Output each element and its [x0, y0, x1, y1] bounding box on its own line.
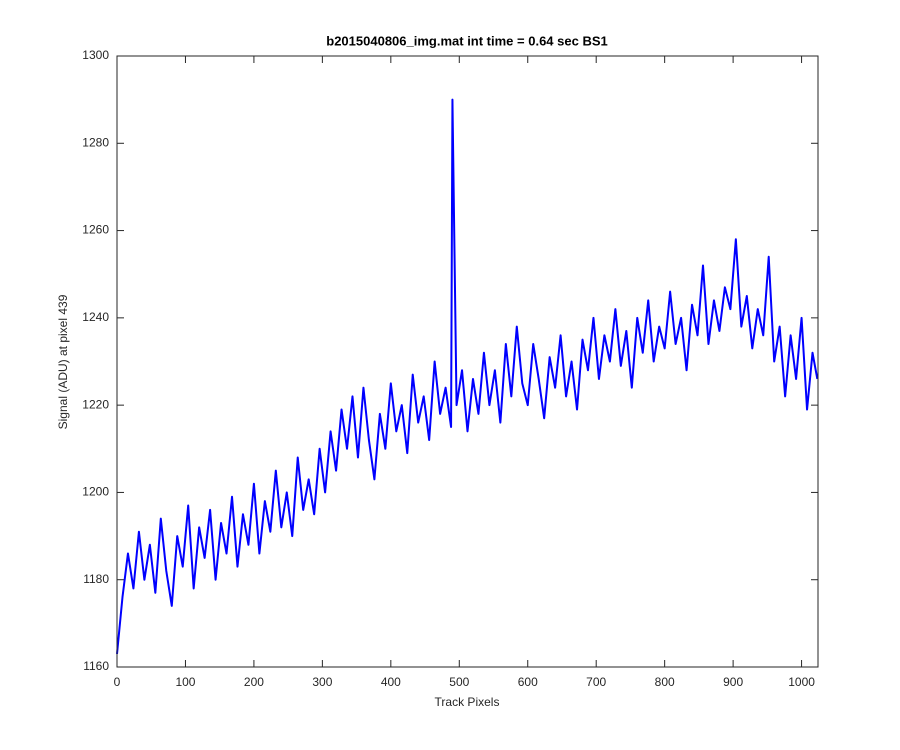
x-tick-label: 300 [312, 675, 332, 689]
x-tick-label: 1000 [788, 675, 815, 689]
x-tick-label: 400 [381, 675, 401, 689]
x-tick-label: 900 [723, 675, 743, 689]
x-tick-label: 800 [655, 675, 675, 689]
x-axis-label: Track Pixels [435, 695, 500, 709]
y-tick-label: 1280 [82, 135, 109, 149]
y-tick-label: 1220 [82, 397, 109, 411]
y-tick-label: 1240 [82, 310, 109, 324]
data-line [116, 98, 819, 655]
y-tick-label: 1300 [82, 48, 109, 62]
x-tick-label: 0 [114, 675, 121, 689]
y-tick-label: 1180 [83, 572, 109, 586]
x-tick-label: 100 [175, 675, 195, 689]
x-tick-label: 600 [518, 675, 538, 689]
y-tick-label: 1200 [82, 485, 109, 499]
chart-title: b2015040806_img.mat int time = 0.64 sec … [326, 33, 607, 48]
axes-box [116, 55, 819, 668]
y-tick-label: 1260 [82, 223, 109, 237]
y-tick-label: 1160 [83, 659, 109, 673]
x-tick-label: 700 [586, 675, 606, 689]
y-axis-label: Signal (ADU) at pixel 439 [56, 294, 70, 429]
x-tick-label: 500 [449, 675, 469, 689]
x-tick-label: 200 [244, 675, 264, 689]
